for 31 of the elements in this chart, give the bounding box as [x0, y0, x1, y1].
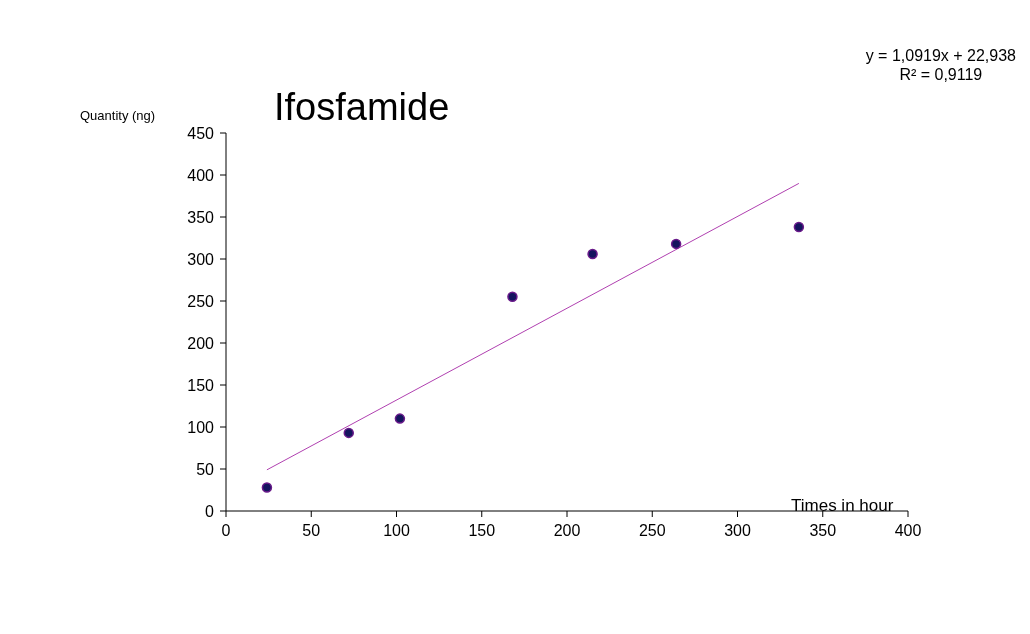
point: [670, 238, 682, 250]
y-tick-label: 200: [187, 334, 215, 352]
x-tick-label: 350: [809, 522, 837, 540]
x-axis-title: Times in hour: [791, 496, 894, 516]
point: [261, 482, 273, 493]
y-tick-label: 0: [205, 502, 215, 520]
point: [507, 291, 518, 303]
y-tick-label: 50: [196, 460, 215, 478]
y-tick-label: 100: [187, 418, 215, 436]
text: y = 1,0919x + 22,938: [865, 46, 1016, 65]
text: R² = 0,9119: [898, 65, 984, 84]
y-tick-label: 400: [187, 166, 215, 184]
x-tick-label: 100: [383, 522, 410, 540]
x-tick-label: 200: [553, 522, 581, 540]
chart-title: Ifosfamide: [274, 86, 450, 129]
x-tick-label: 400: [894, 522, 922, 540]
point: [394, 413, 406, 424]
y-tick-label: 250: [187, 292, 215, 310]
y-tick-label: 450: [187, 124, 215, 142]
x-tick-label: 50: [302, 522, 321, 540]
x-tick-label: 150: [468, 522, 496, 540]
y-axis-title: Quantity (ng): [80, 108, 156, 123]
x-tick-label: 300: [724, 522, 751, 540]
x-tick-label: 250: [638, 522, 666, 540]
x-tick-label: 0: [221, 522, 231, 540]
point: [587, 248, 598, 260]
y-tick-label: 150: [187, 376, 215, 394]
y-tick-label: 350: [187, 208, 215, 226]
y-tick-label: 300: [187, 250, 215, 268]
point: [343, 427, 355, 439]
point: [793, 221, 805, 233]
